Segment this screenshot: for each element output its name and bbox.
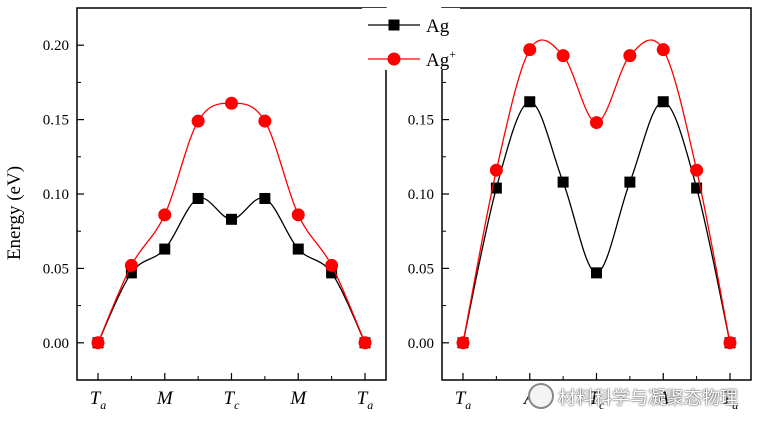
legend-label: Ag+ (426, 47, 456, 71)
data-point-square (557, 176, 569, 188)
x-tick-subscript: a (465, 398, 471, 412)
data-point-square (624, 176, 636, 188)
data-point-circle (690, 163, 704, 177)
data-point-square (125, 267, 137, 279)
x-tick-main: T (224, 388, 236, 409)
legend-label-text: Ag (426, 16, 450, 37)
x-tick-subscript: c (599, 398, 605, 412)
legend-square-marker (388, 19, 400, 31)
data-point-circle (523, 43, 537, 57)
data-point-circle (556, 49, 570, 63)
data-point-square (591, 267, 602, 279)
legend-circle-marker (387, 52, 401, 66)
series-line-ag-plus (462, 39, 731, 343)
data-point-square (524, 96, 536, 108)
data-point-square (657, 96, 669, 108)
legend-label-superscript: + (449, 47, 456, 61)
watermark-text: 材料科学与凝聚态物理 (558, 388, 738, 409)
legend-box (362, 8, 460, 70)
data-point-circle (291, 208, 305, 222)
x-tick-label: Ta (357, 388, 374, 412)
data-point-square (192, 192, 204, 204)
y-axis-title: Energy (eV) (4, 166, 25, 260)
data-point-circle (225, 96, 238, 110)
chart-panel-left: 0.00 0.05 0.10 0.15 0.20 Ta M Tc M Ta (43, 7, 387, 412)
x-tick-label: A (655, 388, 669, 409)
x-tick-label: Ta (90, 388, 107, 412)
y-tick-label: 0.05 (408, 261, 434, 277)
watermark: 材料科学与凝聚态物理 (528, 383, 738, 410)
plot-frame (441, 7, 752, 381)
data-point-circle (258, 114, 272, 128)
data-point-square (490, 182, 502, 194)
y-tick-label: 0.05 (43, 261, 69, 277)
y-tick-label: 0.15 (43, 113, 69, 129)
x-tick-label: Ta (455, 388, 472, 412)
data-point-square (691, 182, 703, 194)
x-tick-main: M (289, 388, 307, 409)
x-tick-label: M (289, 388, 307, 409)
wechat-icon (528, 383, 554, 409)
x-tick-main: T (589, 388, 601, 409)
data-point-square (159, 243, 171, 255)
data-point-circle (723, 336, 737, 350)
chart-panel-right: 0.000.050.100.15TaATcATa (408, 7, 752, 412)
data-point-circle (590, 116, 603, 130)
data-point-circle (191, 114, 205, 128)
x-tick-subscript: a (100, 398, 106, 412)
x-tick-label: Tc (589, 388, 606, 412)
y-tick-label: 0.00 (43, 336, 69, 352)
legend-label-text: Ag (426, 50, 450, 71)
x-tick-label: Tc (224, 388, 241, 412)
data-point-circle (325, 258, 339, 272)
data-point-square (326, 267, 338, 279)
data-point-circle (158, 208, 172, 222)
data-point-circle (656, 43, 670, 57)
data-point-circle (91, 336, 105, 350)
plot-frame (76, 7, 387, 381)
data-point-square (226, 213, 237, 225)
y-tick-label: 0.10 (408, 187, 434, 203)
data-point-square (259, 192, 271, 204)
x-tick-main: M (156, 388, 174, 409)
data-point-square (292, 243, 304, 255)
y-tick-label: 0.15 (408, 113, 434, 129)
x-tick-main: T (90, 388, 102, 409)
data-point-circle (124, 258, 138, 272)
data-point-circle (623, 49, 637, 63)
data-point-circle (456, 336, 470, 350)
x-tick-main: T (722, 388, 734, 409)
y-tick-label: 0.00 (408, 336, 434, 352)
data-point-circle (489, 163, 503, 177)
legend-label: Ag (426, 16, 450, 37)
x-tick-subscript: c (234, 398, 240, 412)
x-tick-label: Ta (722, 388, 739, 412)
x-tick-main: T (357, 388, 369, 409)
x-tick-label: M (156, 388, 174, 409)
x-tick-main: A (655, 388, 669, 409)
x-tick-subscript: a (367, 398, 373, 412)
y-tick-label: 0.20 (43, 38, 69, 54)
x-tick-subscript: a (732, 398, 738, 412)
y-tick-label: 0.10 (43, 187, 69, 203)
x-tick-main: T (455, 388, 467, 409)
data-point-circle (358, 336, 372, 350)
